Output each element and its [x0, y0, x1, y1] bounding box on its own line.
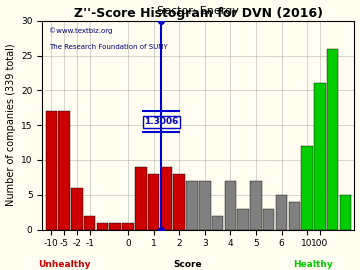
Text: 1.3006: 1.3006 [144, 117, 179, 126]
Bar [212, 216, 223, 230]
Bar [186, 181, 198, 230]
Bar [122, 222, 134, 230]
Text: Score: Score [173, 260, 202, 269]
Text: The Research Foundation of SUNY: The Research Foundation of SUNY [49, 44, 167, 50]
Y-axis label: Number of companies (339 total): Number of companies (339 total) [5, 44, 15, 207]
Bar [97, 222, 108, 230]
Bar [237, 209, 249, 230]
Bar [84, 216, 95, 230]
Bar [161, 167, 172, 229]
Bar [289, 202, 300, 230]
Bar [71, 188, 83, 230]
Title: Z''-Score Histogram for DVN (2016): Z''-Score Histogram for DVN (2016) [74, 6, 323, 20]
Bar [276, 195, 287, 230]
Text: Unhealthy: Unhealthy [39, 260, 91, 269]
Bar [250, 181, 262, 230]
Bar [327, 49, 338, 229]
Bar [45, 111, 57, 230]
Bar [314, 83, 326, 230]
Bar [301, 146, 313, 230]
Text: Healthy: Healthy [293, 260, 333, 269]
Bar [109, 222, 121, 230]
Bar [340, 195, 351, 230]
Bar [58, 111, 70, 230]
Bar [148, 174, 159, 230]
Bar [225, 181, 236, 230]
Text: Sector: Energy: Sector: Energy [157, 5, 239, 16]
Bar [174, 174, 185, 230]
Bar [263, 209, 274, 230]
Bar [135, 167, 147, 229]
Bar [199, 181, 211, 230]
Text: ©www.textbiz.org: ©www.textbiz.org [49, 27, 112, 34]
